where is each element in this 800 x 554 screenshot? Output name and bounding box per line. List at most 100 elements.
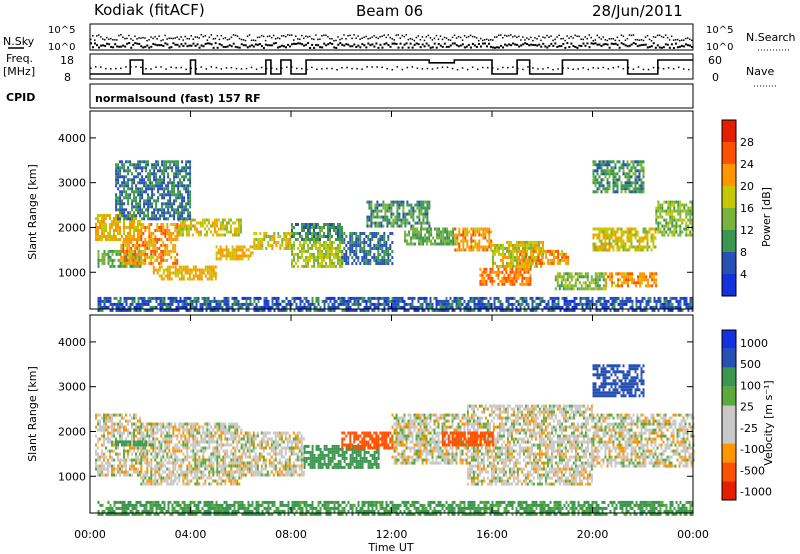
heatmap-cell [327,249,329,253]
heatmap-cell [223,299,226,303]
heatmap-cell [157,296,160,300]
heatmap-cell [289,308,292,312]
heatmap-cell [515,270,518,274]
heatmap-cell [526,258,528,262]
heatmap-cell [376,212,379,216]
noise-sky-point [124,45,127,48]
heatmap-cell [572,287,575,291]
noise-sky-point [608,46,611,49]
heatmap-cell [474,239,477,243]
heatmap-cell [281,238,284,241]
heatmap-cell [564,287,567,291]
heatmap-cell [127,169,130,173]
heatmap-cell [405,308,408,312]
heatmap-cell [281,305,284,309]
heatmap-cell [335,255,337,259]
heatmap-cell [347,247,350,250]
heatmap-cell [125,255,128,259]
nave-point [416,67,419,69]
heatmap-cell [158,226,161,229]
heatmap-cell [127,238,129,241]
heatmap-cell [528,264,530,268]
heatmap-cell [341,256,344,259]
heatmap-cell [659,215,662,219]
nave-point [356,67,358,70]
heatmap-cell [285,238,288,241]
heatmap-cell [172,232,175,235]
heatmap-cell [152,240,155,244]
heatmap-cell [285,244,288,247]
heatmap-cell [243,245,246,249]
heatmap-cell [639,278,642,282]
heatmap-cell [659,203,662,207]
heatmap-cell [127,181,130,185]
heatmap-cell [143,299,146,303]
heatmap-cell [107,249,110,253]
noise-search-point [405,34,408,36]
heatmap-cell [347,262,350,265]
heatmap-cell [579,299,582,303]
noise-search-point [262,35,265,38]
heatmap-cell [137,264,140,268]
heatmap-cell [217,308,220,312]
noise-search-point [268,35,271,37]
heatmap-cell [168,252,171,256]
heatmap-cell [136,255,139,259]
heatmap-cell [203,296,206,300]
heatmap-cell [199,308,202,312]
heatmap-cell [606,227,609,231]
noise-search-point [455,37,458,39]
heatmap-cell [611,284,614,288]
heatmap-cell [663,227,666,231]
noise-sky-point [610,42,613,45]
heatmap-cell [105,238,107,241]
heatmap-cell [564,281,567,285]
heatmap-cell [507,279,510,283]
noise-sky-point [369,44,372,47]
heatmap-cell [299,249,301,253]
heatmap-cell [402,218,405,222]
heatmap-cell [351,238,354,241]
heatmap-cell [156,226,159,229]
heatmap-cell [125,208,128,212]
heatmap-cell [129,308,132,312]
heatmap-cell [590,278,593,282]
heatmap-cell [113,217,115,220]
heatmap-cell [142,258,145,262]
heatmap-cell [535,261,538,265]
heatmap-cell [149,172,152,176]
heatmap-cell [563,252,566,256]
heatmap-cell [205,305,208,309]
heatmap-cell [135,169,138,173]
heatmap-cell [448,230,451,234]
heatmap-cell [124,249,127,253]
noise-sky-point [214,42,217,45]
heatmap-cell [117,208,120,212]
heatmap-cell [103,232,105,235]
heatmap-cell [133,226,135,229]
noise-search-point [110,37,112,40]
heatmap-cell [183,221,186,225]
heatmap-cell [119,175,122,179]
noise-sky-point [672,46,675,49]
heatmap-cell [600,248,603,252]
noise-sky-point [550,42,553,45]
heatmap-cell [377,253,380,256]
heatmap-cell [200,271,203,275]
heatmap-cell [130,255,133,259]
heatmap-cell [179,202,182,206]
heatmap-cell [153,217,156,221]
noise-search-point [214,37,217,40]
heatmap-cell [139,229,141,232]
heatmap-cell [215,302,218,306]
heatmap-cell [568,281,571,285]
heatmap-cell [629,305,632,309]
heatmap-cell [584,287,587,291]
heatmap-cell [331,243,333,247]
heatmap-cell [391,250,394,253]
heatmap-cell [416,206,419,210]
heatmap-cell [657,209,660,213]
noise-sky-point [98,46,101,49]
heatmap-cell [183,296,186,300]
heatmap-cell [623,299,626,303]
